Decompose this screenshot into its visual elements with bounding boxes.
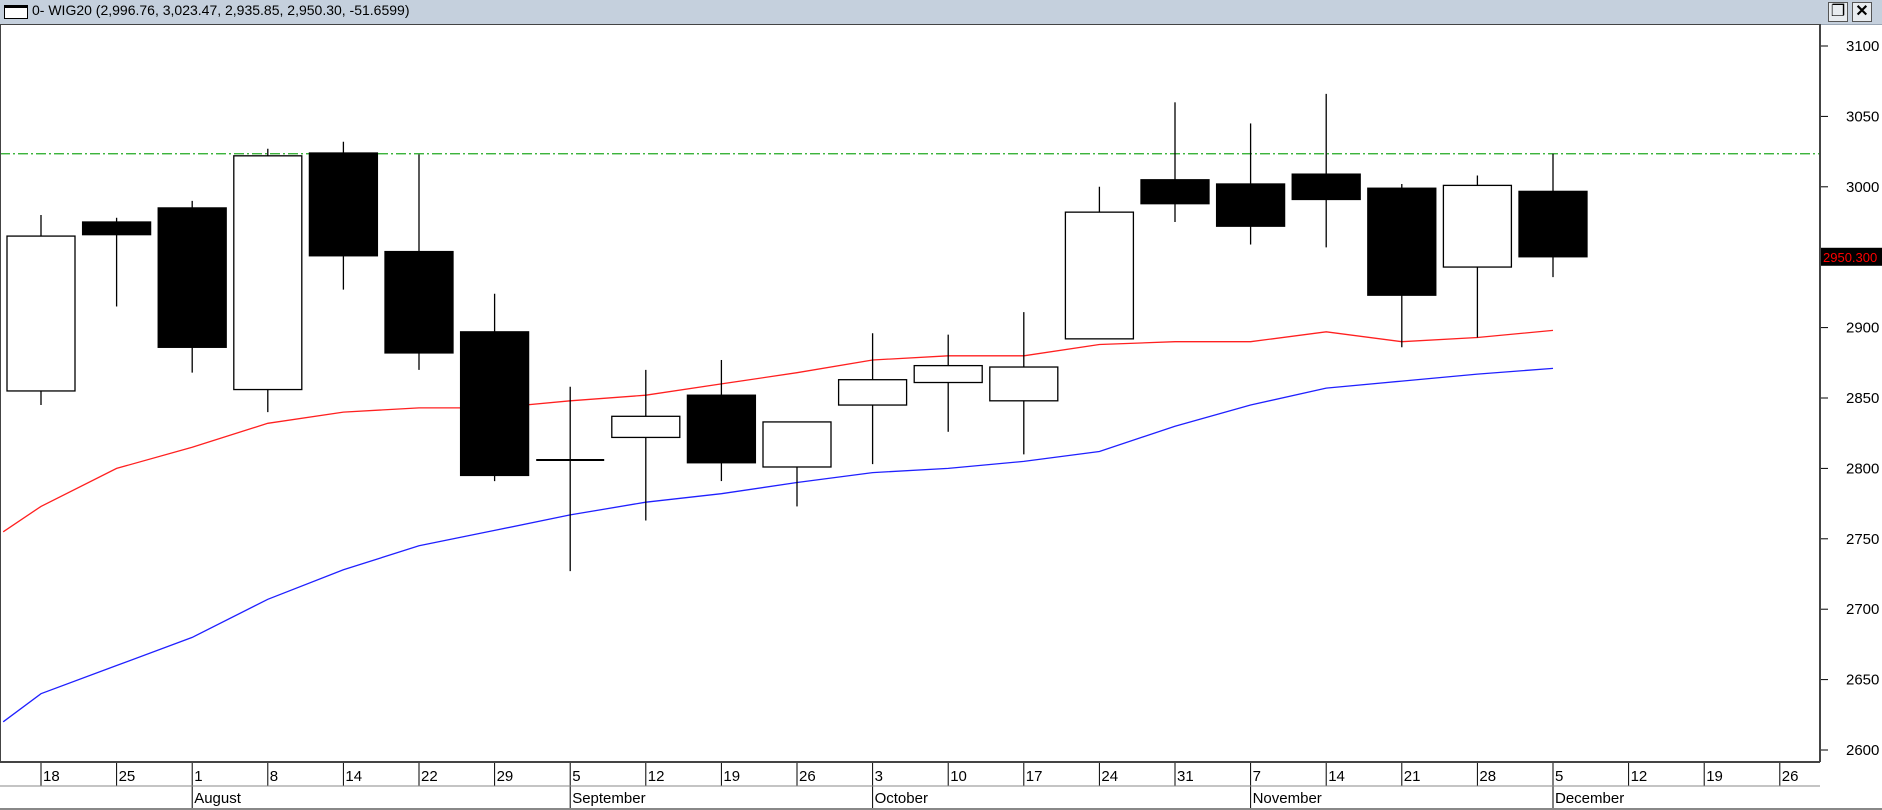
last-price-label: 2950.300 [1823, 250, 1877, 265]
close-icon: ✕ [1855, 3, 1869, 20]
window-bottom-border [0, 808, 1882, 810]
y-tick-label: 3100 [1846, 38, 1879, 55]
y-tick-label: 2800 [1846, 460, 1879, 477]
candle-up [1064, 211, 1135, 340]
y-tick-label: 2600 [1846, 742, 1879, 759]
y-tick-label: 2850 [1846, 390, 1879, 407]
x-tick-label: 5 [572, 768, 580, 785]
x-tick-label: 28 [1479, 768, 1496, 785]
candle-down [1291, 173, 1361, 201]
candle-up [611, 415, 681, 439]
x-tick-label: 10 [950, 768, 967, 785]
candle-down [459, 331, 530, 477]
restore-icon: ❐ [1830, 3, 1846, 20]
x-tick-label: 3 [875, 768, 883, 785]
candle-up [233, 155, 303, 391]
x-tick-label: 5 [1555, 768, 1563, 785]
title-bar[interactable]: 0- WIG20 (2,996.76, 3,023.47, 2,935.85, … [0, 0, 1882, 25]
y-tick-label: 2700 [1846, 601, 1879, 618]
candle-down [1140, 179, 1210, 205]
candle-up [989, 366, 1059, 402]
time-axis-divider [0, 762, 1820, 763]
x-tick-label: 8 [270, 768, 278, 785]
candle-up [6, 235, 76, 392]
x-tick-label: 21 [1404, 768, 1421, 785]
x-tick-label: 31 [1177, 768, 1194, 785]
y-tick-label: 2650 [1846, 672, 1879, 689]
candle-down [1518, 190, 1588, 258]
y-tick-label: 2750 [1846, 531, 1879, 548]
price-axis-divider [1820, 24, 1821, 762]
x-tick-label: 14 [345, 768, 362, 785]
candle-up [1442, 184, 1513, 268]
moving-average-red [2, 329, 1554, 533]
x-tick-label: 29 [497, 768, 514, 785]
month-label: September [572, 790, 645, 807]
x-tick-label: 19 [723, 768, 740, 785]
month-label: November [1253, 790, 1322, 807]
candle-up [762, 421, 832, 468]
candle-down [308, 152, 379, 257]
restore-button[interactable]: ❐ [1828, 2, 1848, 22]
price-chart[interactable]: 2600265027002750280028502900295030003050… [0, 24, 1882, 810]
close-button[interactable]: ✕ [1852, 2, 1872, 22]
candle-down [1367, 187, 1437, 296]
window-icon [4, 5, 28, 19]
x-tick-label: 24 [1101, 768, 1118, 785]
month-label: August [194, 790, 242, 807]
y-tick-label: 2900 [1846, 320, 1879, 337]
x-tick-label: 25 [119, 768, 136, 785]
x-tick-label: 19 [1706, 768, 1723, 785]
y-tick-label: 3000 [1846, 179, 1879, 196]
moving-average-blue [2, 367, 1554, 723]
x-tick-label: 7 [1253, 768, 1261, 785]
x-tick-label: 17 [1026, 768, 1043, 785]
candle-down [157, 207, 227, 348]
y-tick-label: 3050 [1846, 108, 1879, 125]
candle-down [1215, 183, 1286, 227]
candle-down [81, 221, 152, 236]
candle-down [686, 394, 757, 464]
x-tick-label: 26 [1782, 768, 1799, 785]
x-tick-label: 22 [421, 768, 438, 785]
x-tick-label: 14 [1328, 768, 1345, 785]
window-title: 0- WIG20 (2,996.76, 3,023.47, 2,935.85, … [32, 2, 410, 18]
month-label: December [1555, 790, 1624, 807]
x-tick-label: 1 [194, 768, 202, 785]
month-label: October [875, 790, 928, 807]
x-tick-label: 18 [43, 768, 60, 785]
candle-down [384, 250, 454, 354]
x-tick-label: 26 [799, 768, 816, 785]
x-tick-label: 12 [648, 768, 665, 785]
x-tick-label: 12 [1631, 768, 1648, 785]
candle-up [913, 364, 983, 384]
candle-up [837, 379, 908, 406]
last-price-marker [1821, 247, 1882, 266]
